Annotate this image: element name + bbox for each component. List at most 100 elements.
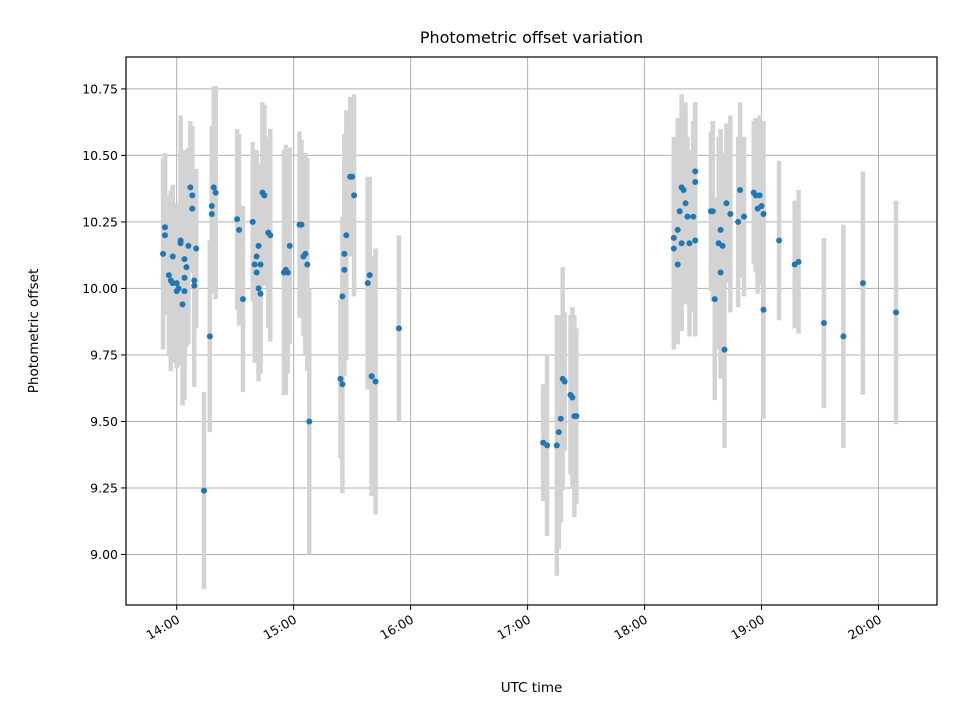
- data-point: [760, 306, 767, 313]
- data-point: [343, 232, 350, 239]
- y-axis-ticks: 9.00 9.25 9.50 9.75 10.00 10.25 10.50 10.75: [82, 81, 126, 562]
- data-point: [255, 242, 262, 249]
- data-point: [553, 442, 560, 449]
- x-tick-label: 17:00: [494, 612, 533, 643]
- data-point: [187, 184, 194, 191]
- data-point: [253, 269, 260, 276]
- data-point: [758, 202, 765, 209]
- data-point: [191, 277, 198, 284]
- data-point: [670, 245, 677, 252]
- data-point: [820, 320, 827, 327]
- data-point: [676, 208, 683, 215]
- data-point: [684, 213, 691, 220]
- data-point: [257, 261, 264, 268]
- data-point: [208, 210, 215, 217]
- data-point: [175, 285, 182, 292]
- data-point: [368, 373, 375, 380]
- data-point: [573, 413, 580, 420]
- data-point: [206, 333, 213, 340]
- data-point: [208, 202, 215, 209]
- data-point: [723, 200, 730, 207]
- x-tick-label: 20:00: [845, 612, 884, 643]
- data-point: [555, 429, 562, 436]
- x-axis-ticks: 14:00 15:00 16:00 17:00 18:00 19:00 20:00: [143, 605, 884, 643]
- data-point: [212, 189, 219, 196]
- data-point: [181, 288, 188, 295]
- data-point: [711, 296, 718, 303]
- errorbars: [160, 86, 899, 590]
- x-tick-label: 16:00: [377, 612, 416, 643]
- data-point: [372, 378, 379, 385]
- data-point: [255, 285, 262, 292]
- data-point: [185, 242, 192, 249]
- data-point: [670, 234, 677, 241]
- data-point: [306, 418, 313, 425]
- data-point: [339, 293, 346, 300]
- y-tick-label: 9.50: [90, 414, 118, 429]
- data-point: [682, 200, 689, 207]
- data-point: [717, 269, 724, 276]
- data-point: [257, 290, 264, 297]
- data-point: [859, 280, 866, 287]
- data-point: [161, 224, 168, 231]
- data-points: [160, 168, 900, 494]
- data-point: [678, 240, 685, 247]
- data-point: [721, 346, 728, 353]
- data-point: [239, 296, 246, 303]
- data-point: [189, 192, 196, 199]
- data-point: [366, 272, 373, 279]
- data-point: [561, 378, 568, 385]
- data-point: [284, 269, 291, 276]
- data-point: [169, 253, 176, 260]
- data-point: [210, 184, 217, 191]
- data-point: [200, 487, 207, 494]
- data-point: [692, 179, 699, 186]
- data-point: [795, 258, 802, 265]
- data-point: [179, 301, 186, 308]
- y-axis-label: Photometric offset: [26, 269, 42, 393]
- x-tick-label: 15:00: [260, 612, 299, 643]
- data-point: [183, 264, 190, 271]
- data-point: [364, 280, 371, 287]
- data-point: [349, 173, 356, 180]
- data-point: [717, 226, 724, 233]
- data-point: [737, 187, 744, 194]
- data-point: [760, 210, 767, 217]
- data-point: [544, 442, 551, 449]
- data-point: [351, 192, 358, 199]
- data-point: [686, 240, 693, 247]
- data-point: [193, 245, 200, 252]
- grid: [126, 57, 937, 605]
- data-point: [569, 394, 576, 401]
- data-point: [735, 218, 742, 225]
- data-point: [395, 325, 402, 332]
- data-point: [261, 192, 268, 199]
- data-point: [692, 237, 699, 244]
- data-point: [177, 237, 184, 244]
- data-point: [690, 213, 697, 220]
- data-point: [756, 192, 763, 199]
- x-tick-label: 18:00: [611, 612, 650, 643]
- data-point: [557, 415, 564, 422]
- data-point: [249, 218, 256, 225]
- data-point: [189, 205, 196, 212]
- data-point: [161, 232, 168, 239]
- data-point: [236, 226, 243, 233]
- data-point: [740, 213, 747, 220]
- data-point: [298, 221, 305, 228]
- x-tick-label: 14:00: [143, 612, 182, 643]
- y-tick-label: 10.00: [82, 281, 118, 296]
- data-point: [893, 309, 900, 316]
- data-point: [337, 375, 344, 382]
- x-tick-label: 19:00: [728, 612, 767, 643]
- data-point: [680, 187, 687, 194]
- y-tick-label: 9.00: [90, 547, 118, 562]
- plot-frame: [125, 56, 938, 606]
- data-point: [181, 274, 188, 281]
- data-point: [253, 253, 260, 260]
- data-point: [719, 242, 726, 249]
- data-point: [709, 208, 716, 215]
- data-point: [286, 242, 293, 249]
